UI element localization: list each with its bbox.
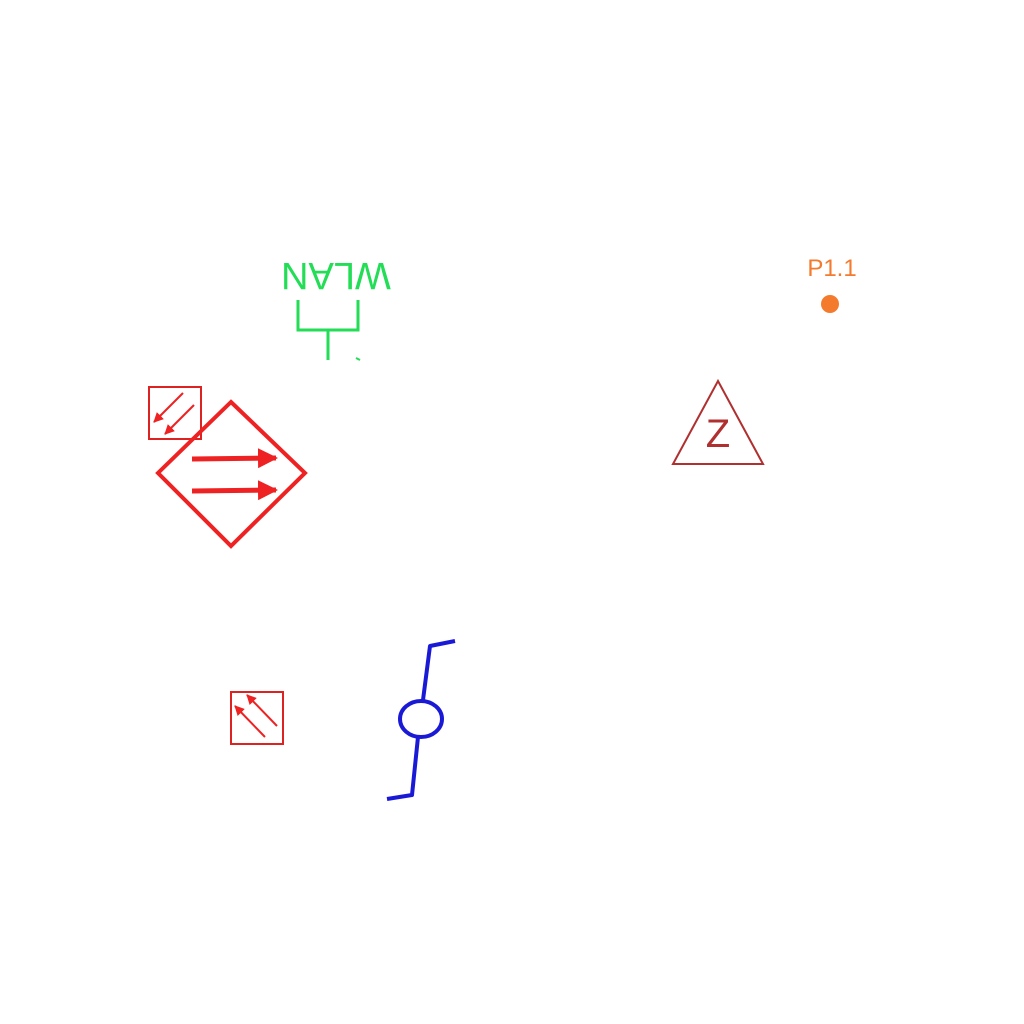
diagonal-arrows-up-left-icon (230, 691, 284, 745)
triangle-z-icon: Z (671, 378, 765, 465)
wlan-antenna-icon: WLAN (281, 254, 391, 361)
triangle-letter: Z (706, 412, 730, 456)
diagonal-arrows-down-left-icon (148, 386, 202, 440)
wlan-label: WLAN (281, 254, 391, 296)
point-dot-icon: P1.1 (807, 255, 857, 313)
diamond-double-arrow-right-icon (155, 399, 308, 549)
s-curve-circle-icon (386, 639, 456, 801)
point-label: P1.1 (807, 255, 856, 282)
